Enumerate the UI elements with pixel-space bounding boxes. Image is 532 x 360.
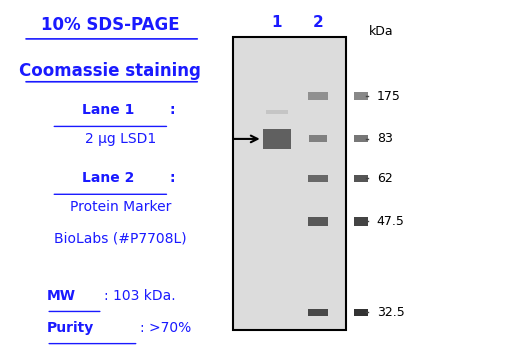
FancyBboxPatch shape: [234, 37, 346, 330]
FancyBboxPatch shape: [354, 135, 368, 143]
FancyBboxPatch shape: [354, 309, 368, 316]
Text: 62: 62: [377, 172, 393, 185]
FancyBboxPatch shape: [354, 217, 368, 226]
Text: Coomassie staining: Coomassie staining: [20, 62, 201, 80]
Text: 47.5: 47.5: [377, 215, 405, 228]
Text: Lane 2: Lane 2: [81, 171, 134, 185]
FancyBboxPatch shape: [307, 93, 328, 100]
Text: 32.5: 32.5: [377, 306, 405, 319]
FancyBboxPatch shape: [354, 175, 368, 182]
Text: BioLabs (#P7708L): BioLabs (#P7708L): [54, 232, 187, 246]
Text: :: :: [169, 171, 175, 185]
Text: 10% SDS-PAGE: 10% SDS-PAGE: [41, 16, 180, 34]
Text: Protein Marker: Protein Marker: [70, 200, 171, 213]
Text: 83: 83: [377, 132, 393, 145]
FancyBboxPatch shape: [307, 309, 328, 316]
Text: kDa: kDa: [369, 24, 394, 37]
FancyBboxPatch shape: [307, 175, 328, 182]
Text: MW: MW: [46, 289, 76, 303]
FancyBboxPatch shape: [265, 110, 288, 114]
Text: :: :: [169, 103, 175, 117]
Text: 175: 175: [377, 90, 401, 103]
Text: Purity: Purity: [46, 321, 94, 335]
FancyBboxPatch shape: [307, 217, 328, 226]
FancyBboxPatch shape: [354, 93, 368, 100]
FancyBboxPatch shape: [263, 129, 291, 149]
Text: Lane 1: Lane 1: [81, 103, 134, 117]
Text: : 103 kDa.: : 103 kDa.: [104, 289, 176, 303]
Text: 1: 1: [272, 15, 282, 30]
Text: : >70%: : >70%: [140, 321, 192, 335]
Text: 2: 2: [312, 15, 323, 30]
FancyBboxPatch shape: [309, 135, 327, 143]
Text: 2 μg LSD1: 2 μg LSD1: [85, 132, 156, 146]
